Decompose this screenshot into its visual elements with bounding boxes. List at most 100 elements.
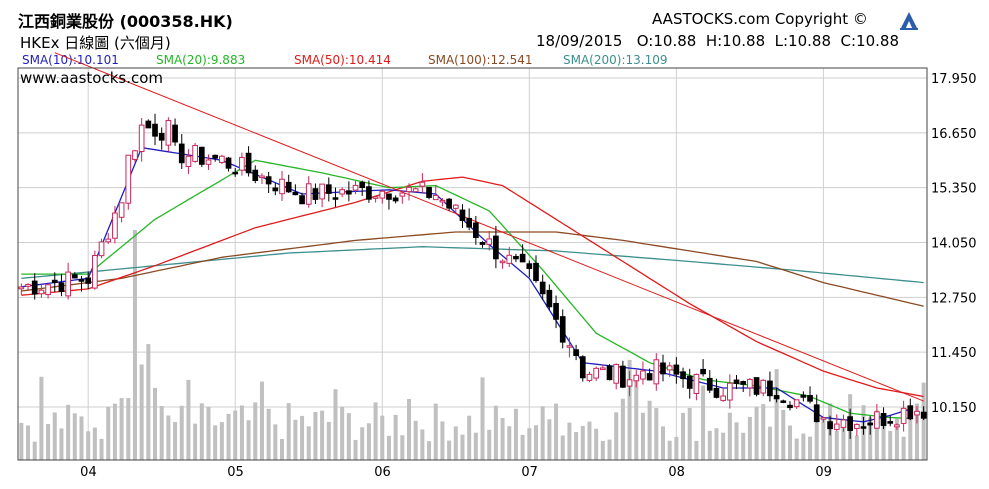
candles (18, 113, 927, 439)
sma-lines (21, 52, 924, 423)
candle (25, 283, 31, 291)
candle (158, 127, 165, 150)
volume-bar (86, 431, 91, 460)
candle (219, 154, 225, 164)
candle (38, 283, 45, 298)
candle-body (239, 156, 245, 171)
candle-body (58, 282, 65, 293)
volume-bar (313, 411, 318, 460)
candle (165, 117, 172, 152)
candle (132, 149, 138, 163)
candle-body (646, 373, 653, 381)
candle-body (325, 184, 332, 194)
candle (686, 368, 693, 399)
volume-bar (814, 413, 819, 460)
volume-bar (126, 398, 131, 460)
candle-body (773, 395, 780, 400)
candle (706, 370, 713, 394)
volume-bar (213, 425, 218, 460)
candle (733, 375, 740, 390)
volume-bar (881, 413, 886, 460)
candle-body (419, 181, 426, 187)
candle-body (292, 191, 299, 196)
axis-labels: 17.950 16.650 15.350 14.050 12.750 11.450 10.1… (80, 72, 976, 480)
candle (847, 408, 853, 439)
candle-body (693, 373, 700, 394)
candle-body (165, 120, 172, 146)
candle-body (145, 120, 152, 129)
x-tick-label: 06 (374, 465, 391, 480)
candle (793, 399, 800, 410)
candle-body (112, 212, 118, 239)
candle (85, 271, 92, 290)
candle-body (660, 362, 666, 375)
volume-bar (600, 440, 605, 460)
candle-body (733, 379, 740, 384)
candle-body (372, 196, 379, 199)
volume-bar (787, 425, 792, 460)
candle (332, 187, 339, 207)
candle-body (914, 410, 920, 416)
candle-body (887, 421, 894, 424)
candle-body (51, 279, 58, 283)
volume-bar (734, 422, 739, 460)
candle-body (620, 365, 626, 388)
candle (920, 406, 927, 421)
candle (118, 202, 125, 223)
candle-body (593, 367, 599, 379)
volume-bar (687, 407, 692, 460)
volume-bar (580, 425, 585, 460)
candle (660, 354, 666, 382)
candle-body (780, 400, 787, 403)
candle (713, 378, 720, 399)
volume-bar (634, 380, 639, 460)
sma100-line (21, 231, 924, 307)
volume-bar (219, 422, 224, 460)
candle (292, 184, 299, 196)
candle (172, 118, 178, 146)
watermark-text: www.aastocks.com (20, 69, 164, 87)
candle-body (212, 154, 219, 159)
candle (379, 190, 386, 204)
candle (593, 366, 599, 381)
candle (145, 119, 152, 129)
trend-line (54, 52, 924, 402)
candle-body (793, 399, 800, 408)
y-tick-label: 10.150 (931, 401, 977, 416)
candle-body (439, 199, 446, 203)
candle-body (272, 187, 279, 192)
candle (312, 183, 319, 205)
candle-body (787, 404, 793, 409)
candle (479, 241, 486, 248)
candle (473, 215, 479, 245)
volume-bar (106, 406, 111, 460)
volume-bar (607, 439, 612, 460)
candle-body (392, 197, 399, 202)
candle-body (118, 202, 125, 218)
candle (874, 403, 880, 429)
candle-body (807, 395, 813, 402)
candle (198, 146, 205, 168)
volume-bar (286, 403, 291, 460)
candle (406, 183, 412, 201)
candle-body (720, 395, 726, 401)
candle-body (813, 404, 820, 423)
candle (693, 373, 700, 401)
candle-body (305, 183, 312, 205)
candle (680, 367, 686, 388)
candle-body (319, 183, 325, 200)
candle (185, 149, 192, 174)
volume-bar (393, 414, 398, 460)
candle (653, 353, 660, 391)
volume-bar (533, 425, 539, 460)
candle (399, 190, 406, 204)
volume-bar (894, 418, 899, 460)
volume-bar (747, 416, 752, 460)
candle (833, 414, 840, 432)
candle (279, 171, 285, 201)
candle (586, 371, 593, 383)
candle (907, 398, 914, 421)
candle-body (259, 175, 265, 179)
x-tick-label: 09 (815, 465, 832, 480)
volume-bar (834, 430, 839, 460)
